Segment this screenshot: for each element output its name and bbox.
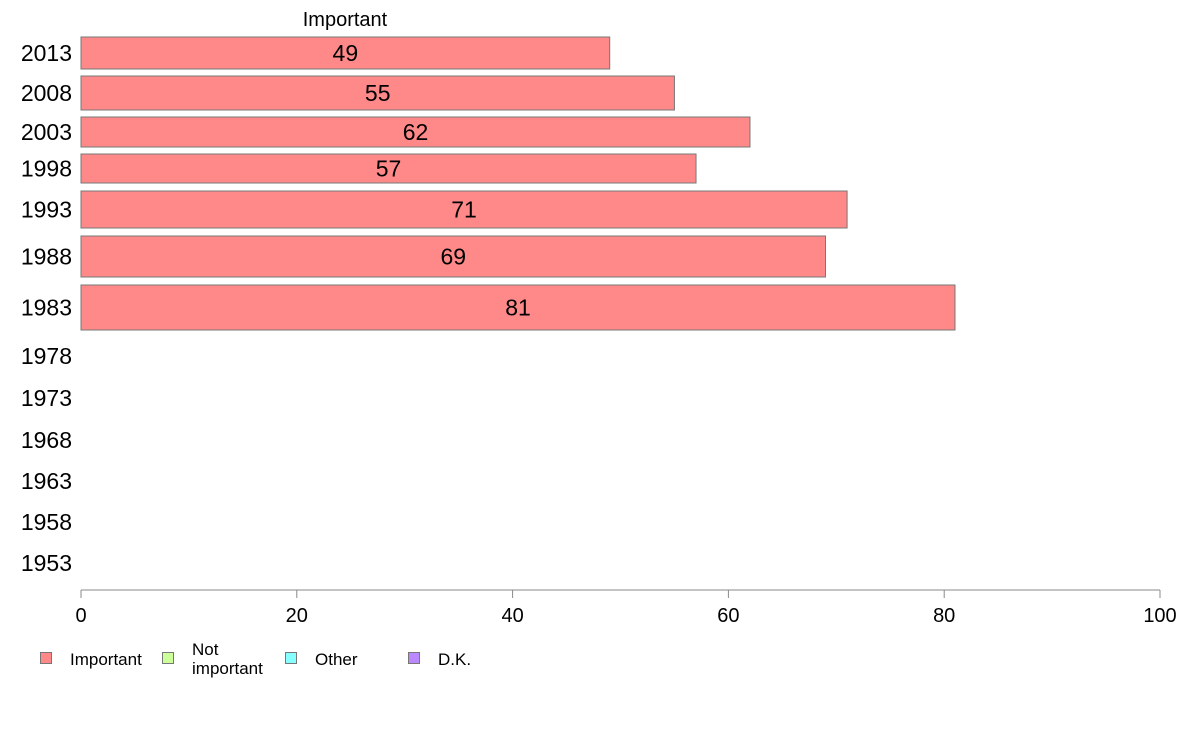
x-tick-label: 80 — [933, 605, 955, 627]
bar — [80, 235, 827, 278]
series-header: Important — [303, 9, 388, 31]
y-tick-label: 1983 — [21, 295, 72, 321]
x-axis: 0 20 40 60 80 100 — [75, 589, 1177, 627]
legend-label-other: Other — [315, 650, 358, 669]
y-tick-label: 2003 — [21, 119, 72, 145]
y-tick-label: 1978 — [21, 343, 72, 369]
y-tick-label: 1988 — [21, 244, 72, 270]
legend-swatch-not-important — [162, 652, 174, 664]
y-axis-labels: 2013 2008 2003 1998 1993 1988 1983 1978 1973 1968… — [21, 40, 72, 576]
y-tick-label: 2008 — [21, 80, 72, 106]
legend-swatch-other — [285, 652, 297, 664]
legend-item-not-important: Not important — [162, 640, 282, 678]
y-tick-label: 1958 — [21, 509, 72, 535]
data-label: 49 — [333, 40, 359, 66]
y-tick-label: 1953 — [21, 550, 72, 576]
legend-item-important: Important — [40, 640, 160, 669]
y-tick-label: 1973 — [21, 385, 72, 411]
y-tick-label: 1968 — [21, 427, 72, 453]
y-tick-label: 2013 — [21, 40, 72, 66]
x-tick-label: 100 — [1143, 605, 1176, 627]
bar — [80, 75, 675, 111]
y-tick-label: 1963 — [21, 468, 72, 494]
legend-label-dk: D.K. — [438, 650, 472, 669]
y-tick-label: 1993 — [21, 197, 72, 223]
legend-item-dk: D.K. — [408, 640, 528, 669]
x-tick-label: 40 — [501, 605, 523, 627]
data-label: 55 — [365, 80, 391, 106]
legend-label-not-important: Not important — [192, 640, 263, 678]
bar — [80, 153, 697, 184]
legend: Important Not important Other D.K. — [0, 640, 1188, 690]
data-label: 81 — [505, 295, 531, 321]
data-label: 62 — [403, 119, 429, 145]
x-tick-label: 20 — [286, 605, 308, 627]
bar — [80, 36, 611, 70]
bar — [80, 284, 956, 331]
bar — [80, 116, 751, 148]
bar — [80, 190, 848, 229]
data-label: 57 — [376, 156, 402, 182]
x-tick-label: 60 — [717, 605, 739, 627]
data-label: 69 — [440, 244, 466, 270]
legend-item-other: Other — [285, 640, 405, 669]
x-tick-label: 0 — [75, 605, 86, 627]
legend-label-important: Important — [70, 650, 142, 669]
data-label: 71 — [451, 197, 477, 223]
y-tick-label: 1998 — [21, 156, 72, 182]
legend-swatch-important — [40, 652, 52, 664]
legend-swatch-dk — [408, 652, 420, 664]
